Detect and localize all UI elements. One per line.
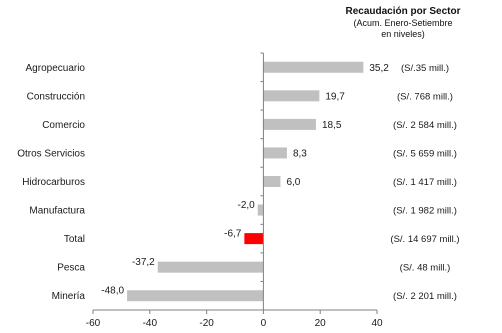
bar-8	[127, 290, 264, 302]
bar-6	[244, 233, 264, 245]
annotation-label: (S/. 2 584 mill.)	[393, 120, 457, 131]
x-tick-label: -60	[86, 318, 101, 329]
category-label: Otros Servicios	[17, 148, 85, 159]
bar-3	[263, 147, 287, 159]
value-label: 8,3	[293, 148, 307, 159]
annotation-label: (S/. 14 697 mill.)	[390, 234, 459, 245]
x-tick-label: 20	[315, 318, 327, 329]
category-label: Minería	[52, 291, 86, 302]
value-label: 19,7	[325, 91, 345, 102]
chart-subtitle-line1: (Acum. Enero-Setiembre	[353, 18, 453, 28]
category-label: Construcción	[27, 91, 85, 102]
category-label: Manufactura	[29, 206, 85, 217]
annotation-label: (S/. 48 mill.)	[400, 263, 451, 274]
annotation-label: (S/. 1 982 mill.)	[393, 206, 457, 217]
x-tick-label: 0	[261, 318, 267, 329]
bar-5	[257, 204, 264, 216]
value-label: 18,5	[322, 120, 342, 131]
chart-title: Recaudación por Sector	[345, 6, 461, 17]
bar-7	[157, 261, 264, 273]
category-label: Comercio	[42, 120, 85, 131]
category-label: Total	[64, 234, 85, 245]
bar-2	[263, 118, 316, 130]
annotation-label: (S/. 1 417 mill.)	[393, 177, 457, 188]
annotation-label: (S/. 5 659 mill.)	[393, 148, 457, 159]
category-label: Hidrocarburos	[22, 177, 85, 188]
chart-title-block: Recaudación por Sector (Acum. Enero-Seti…	[318, 6, 488, 40]
bar-0	[263, 61, 364, 73]
value-label: -6,7	[224, 229, 242, 240]
bar-1	[263, 90, 320, 102]
value-label: 6,0	[286, 177, 300, 188]
value-label: 35,2	[369, 63, 389, 74]
annotation-label: (S/. 2 201 mill.)	[393, 291, 457, 302]
x-tick-label: -40	[143, 318, 158, 329]
annotation-label: (S/.35 mill.)	[401, 63, 449, 74]
value-label: -48,0	[101, 286, 124, 297]
bar-4	[263, 176, 281, 187]
category-label: Agropecuario	[26, 63, 86, 74]
annotation-label: (S/. 768 mill.)	[397, 91, 453, 102]
category-label: Pesca	[57, 263, 85, 274]
x-tick-label: 40	[371, 318, 383, 329]
value-label: -2,0	[237, 200, 255, 211]
chart-subtitle-line2: en niveles)	[381, 29, 425, 39]
x-tick-label: -20	[199, 318, 214, 329]
value-label: -37,2	[132, 257, 155, 268]
